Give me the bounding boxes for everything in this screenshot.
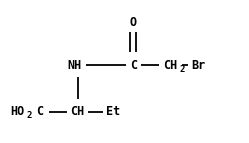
Text: NH: NH	[67, 59, 82, 72]
Text: CH: CH	[70, 105, 84, 118]
Text: C: C	[130, 59, 137, 72]
Text: HO: HO	[10, 105, 25, 118]
Text: Et: Et	[106, 105, 121, 118]
Text: C: C	[36, 105, 43, 118]
Text: O: O	[130, 16, 137, 29]
Text: CH: CH	[163, 59, 178, 72]
Text: 2: 2	[27, 111, 32, 120]
Text: Br: Br	[191, 59, 205, 72]
Text: 2: 2	[180, 65, 185, 74]
